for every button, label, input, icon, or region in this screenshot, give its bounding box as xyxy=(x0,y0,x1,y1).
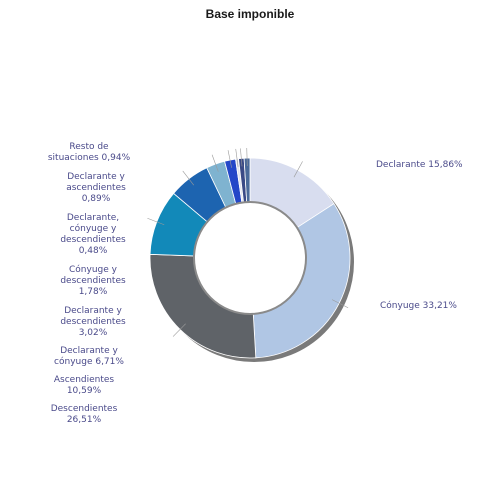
label-line: cónyuge y xyxy=(69,224,117,234)
label-conyuge: Cónyuge 33,21% xyxy=(380,301,457,311)
label-line: situaciones 0,94% xyxy=(47,153,131,163)
label-line: Resto de xyxy=(69,142,109,152)
leader-line xyxy=(227,150,232,168)
label-line: Cónyuge y xyxy=(69,265,117,275)
label-descendientes: Descendientes 26,51% xyxy=(44,404,124,426)
label-cony-desc: Cónyuge y descendientes 1,78% xyxy=(50,265,136,298)
leader-line xyxy=(331,299,349,309)
label-decl-desc: Declarante y descendientes 3,02% xyxy=(50,306,136,339)
label-line: Declarante y xyxy=(64,306,122,316)
label-ascendientes: Ascendientes 10,59% xyxy=(44,375,124,397)
label-resto: Resto de situaciones 0,94% xyxy=(44,142,134,164)
label-line: 0,89% xyxy=(81,194,111,204)
leader-line xyxy=(235,148,239,167)
leader-line xyxy=(147,217,165,226)
leader-line xyxy=(172,323,186,337)
label-line: Descendientes xyxy=(50,404,118,414)
label-line: 1,78% xyxy=(78,287,108,297)
label-declarante: Declarante 15,86% xyxy=(376,160,463,170)
label-line: descendientes xyxy=(60,276,126,286)
donut-hole xyxy=(193,201,307,315)
label-line: Declarante, xyxy=(66,213,120,223)
label-decl-asc: Declarante y ascendientes 0,89% xyxy=(54,172,138,205)
leader-line xyxy=(240,148,243,167)
label-line: Ascendientes xyxy=(53,375,115,385)
label-line: Declarante y xyxy=(67,172,125,182)
leader-line xyxy=(211,154,219,172)
leader-line xyxy=(246,148,248,167)
label-line: Declarante y xyxy=(60,346,118,356)
label-line: 0,48% xyxy=(78,246,108,256)
leader-line xyxy=(182,170,195,186)
label-decl-cony-desc: Declarante, cónyuge y descendientes 0,48… xyxy=(50,213,136,257)
chart-title: Base imponible xyxy=(205,7,295,21)
label-line: 3,02% xyxy=(78,328,108,338)
label-line: 10,59% xyxy=(66,386,102,396)
label-line: ascendientes xyxy=(66,183,126,193)
label-line: descendientes xyxy=(60,235,126,245)
label-line: 26,51% xyxy=(66,415,102,425)
label-line: descendientes xyxy=(60,317,126,327)
leader-line xyxy=(293,161,303,178)
label-decl-cony: Declarante y cónyuge 6,71% xyxy=(44,346,134,368)
label-line: cónyuge 6,71% xyxy=(54,357,124,367)
